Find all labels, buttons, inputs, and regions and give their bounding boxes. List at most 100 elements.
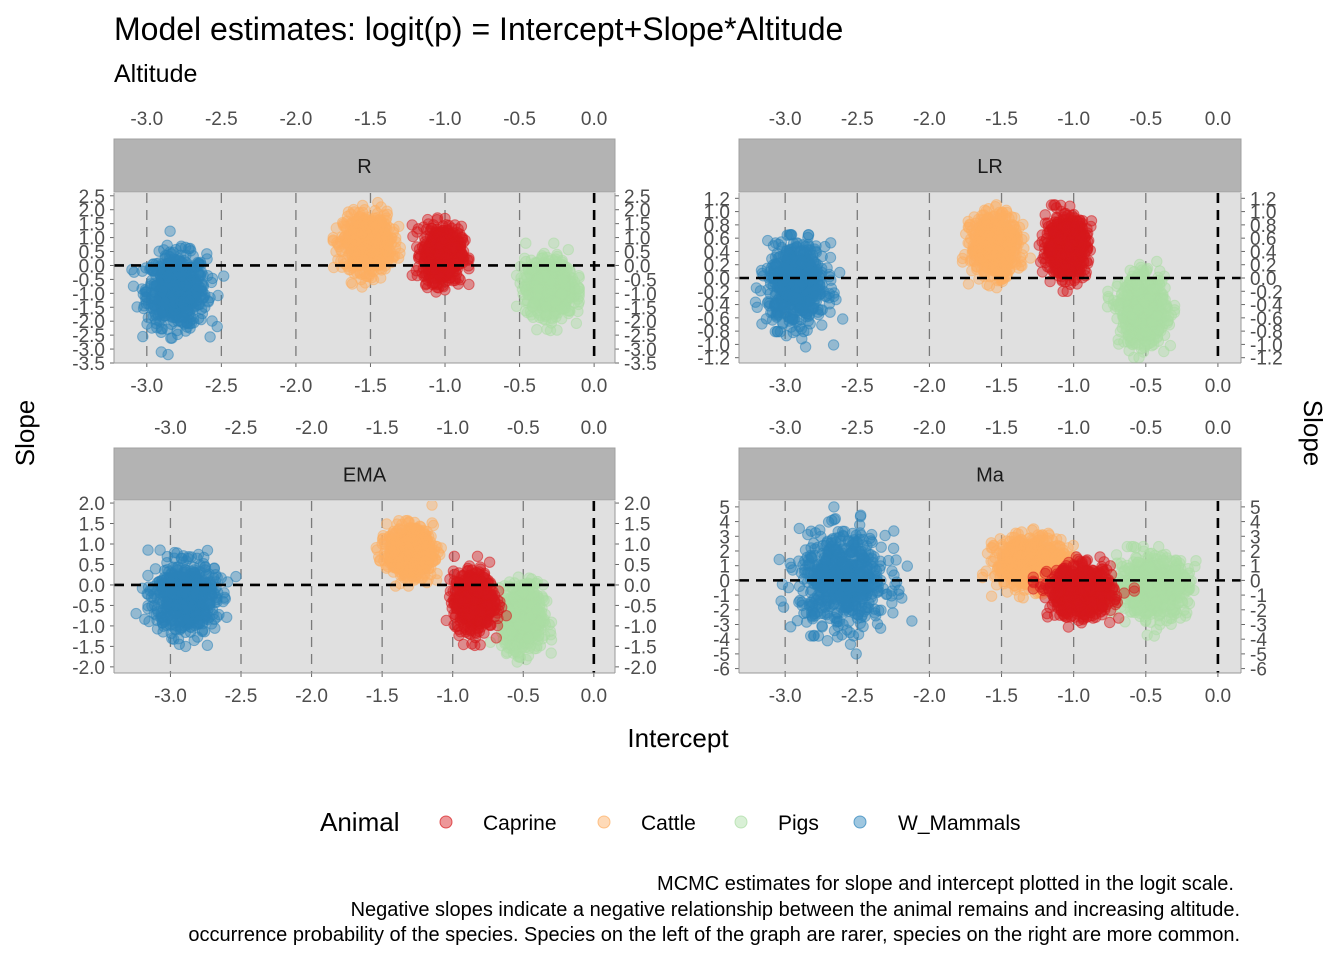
point-lr-w-mammals (769, 325, 781, 338)
point-r-w-mammals (205, 276, 218, 289)
point-lr-caprine (1061, 285, 1073, 297)
point-r-pigs (510, 269, 523, 282)
x-tick-label-bottom-r: -1.5 (354, 376, 387, 397)
point-r-w-mammals (194, 291, 206, 303)
point-r-caprine (421, 281, 434, 294)
panel-r: R-3.0-3.0-2.5-2.5-2.0-2.0-1.5-1.5-1.0-1.… (72, 109, 657, 397)
chart-title: Model estimates: logit(p) = Intercept+Sl… (114, 11, 843, 47)
point-r-w-mammals (206, 272, 219, 285)
point-lr-w-mammals (816, 319, 828, 331)
point-lr-cattle (989, 250, 1001, 262)
panel-lr: LR-3.0-3.0-2.5-2.5-2.0-2.0-1.5-1.5-1.0-1… (697, 109, 1283, 397)
point-r-cattle (371, 237, 383, 249)
point-r-pigs (538, 247, 550, 260)
y-tick-label-right-r: 2.5 (624, 187, 650, 208)
point-lr-cattle (962, 278, 975, 290)
point-lr-cattle (1010, 258, 1022, 270)
point-r-w-mammals (206, 315, 218, 327)
point-lr-w-mammals (767, 240, 780, 252)
point-lr-cattle (972, 213, 985, 225)
point-lr-cattle (1017, 218, 1029, 231)
point-r-w-mammals (165, 332, 177, 344)
point-r-w-mammals (167, 311, 179, 324)
point-r-cattle (375, 272, 387, 284)
point-r-caprine (437, 232, 450, 245)
x-tick-label-bottom-r: -2.0 (280, 376, 313, 397)
point-lr-caprine (1076, 232, 1088, 244)
point-lr-cattle (1010, 243, 1023, 255)
point-r-w-mammals (158, 299, 171, 311)
point-r-w-mammals (158, 244, 170, 256)
point-r-w-mammals (212, 289, 224, 302)
point-r-pigs (551, 324, 563, 336)
point-r-pigs (548, 261, 560, 273)
point-lr-w-mammals (830, 293, 842, 306)
point-lr-cattle (978, 204, 991, 216)
point-lr-w-mammals (837, 313, 849, 325)
point-r-w-mammals (178, 279, 191, 292)
point-r-w-mammals (162, 348, 174, 361)
point-r-pigs (570, 317, 583, 329)
point-r-pigs (548, 237, 560, 249)
point-lr-w-mammals (757, 270, 769, 282)
point-r-w-mammals (162, 270, 174, 283)
point-r-w-mammals (149, 313, 162, 326)
point-r-w-mammals (178, 294, 190, 307)
x-tick-label-top-r: 0.0 (581, 109, 607, 130)
point-lr-pigs (1151, 255, 1163, 268)
point-lr-caprine (1061, 221, 1073, 233)
point-r-w-mammals (139, 291, 152, 303)
point-r-w-mammals (131, 301, 143, 313)
x-tick-label-top-r: -1.0 (429, 109, 462, 130)
point-r-w-mammals (179, 241, 192, 254)
point-r-cattle (373, 254, 385, 267)
point-r-w-mammals (201, 248, 213, 260)
point-r-caprine (456, 248, 469, 260)
x-tick-label-top-r: -1.5 (354, 109, 387, 130)
point-r-caprine (447, 241, 460, 253)
point-lr-cattle (988, 263, 1000, 275)
point-r-w-mammals (176, 269, 188, 282)
point-lr-cattle (982, 235, 994, 248)
point-r-w-mammals (137, 330, 149, 343)
point-lr-w-mammals (781, 245, 793, 257)
point-lr-w-mammals (783, 229, 795, 241)
point-lr-caprine (1062, 242, 1075, 255)
point-lr-cattle (1003, 227, 1016, 239)
point-lr-caprine (1082, 255, 1095, 267)
point-r-cattle (331, 236, 343, 249)
point-r-caprine (422, 218, 435, 230)
point-r-pigs (532, 283, 544, 295)
x-tick-label-bottom-r: 0.0 (581, 376, 607, 397)
point-lr-w-mammals (768, 261, 780, 274)
point-lr-w-mammals (791, 293, 803, 305)
point-lr-cattle (989, 211, 1001, 223)
chart-subtitle: Altitude (114, 60, 197, 88)
point-r-w-mammals (147, 265, 159, 277)
point-r-w-mammals (218, 270, 230, 282)
point-r-pigs (555, 303, 568, 315)
point-r-w-mammals (187, 250, 199, 262)
point-lr-caprine (1058, 208, 1071, 220)
point-r-pigs (573, 283, 585, 295)
point-lr-cattle (981, 278, 993, 291)
point-lr-cattle (991, 282, 1003, 294)
point-r-caprine (463, 278, 475, 291)
point-lr-cattle (969, 229, 981, 241)
point-r-w-mammals (127, 280, 140, 292)
point-r-cattle (381, 205, 393, 217)
point-r-w-mammals (168, 280, 180, 292)
point-r-w-mammals (145, 302, 157, 314)
point-lr-w-mammals (750, 282, 763, 294)
x-tick-label-top-r: -2.5 (205, 109, 238, 130)
point-lr-w-mammals (802, 229, 815, 241)
point-r-pigs (562, 244, 574, 256)
point-r-caprine (459, 234, 471, 246)
point-lr-w-mammals (819, 240, 831, 253)
point-lr-w-mammals (794, 254, 807, 266)
y-tick-label-left-r: 2.5 (79, 187, 105, 208)
point-r-pigs (527, 311, 539, 323)
point-r-pigs (556, 288, 568, 300)
point-lr-w-mammals (827, 339, 840, 351)
